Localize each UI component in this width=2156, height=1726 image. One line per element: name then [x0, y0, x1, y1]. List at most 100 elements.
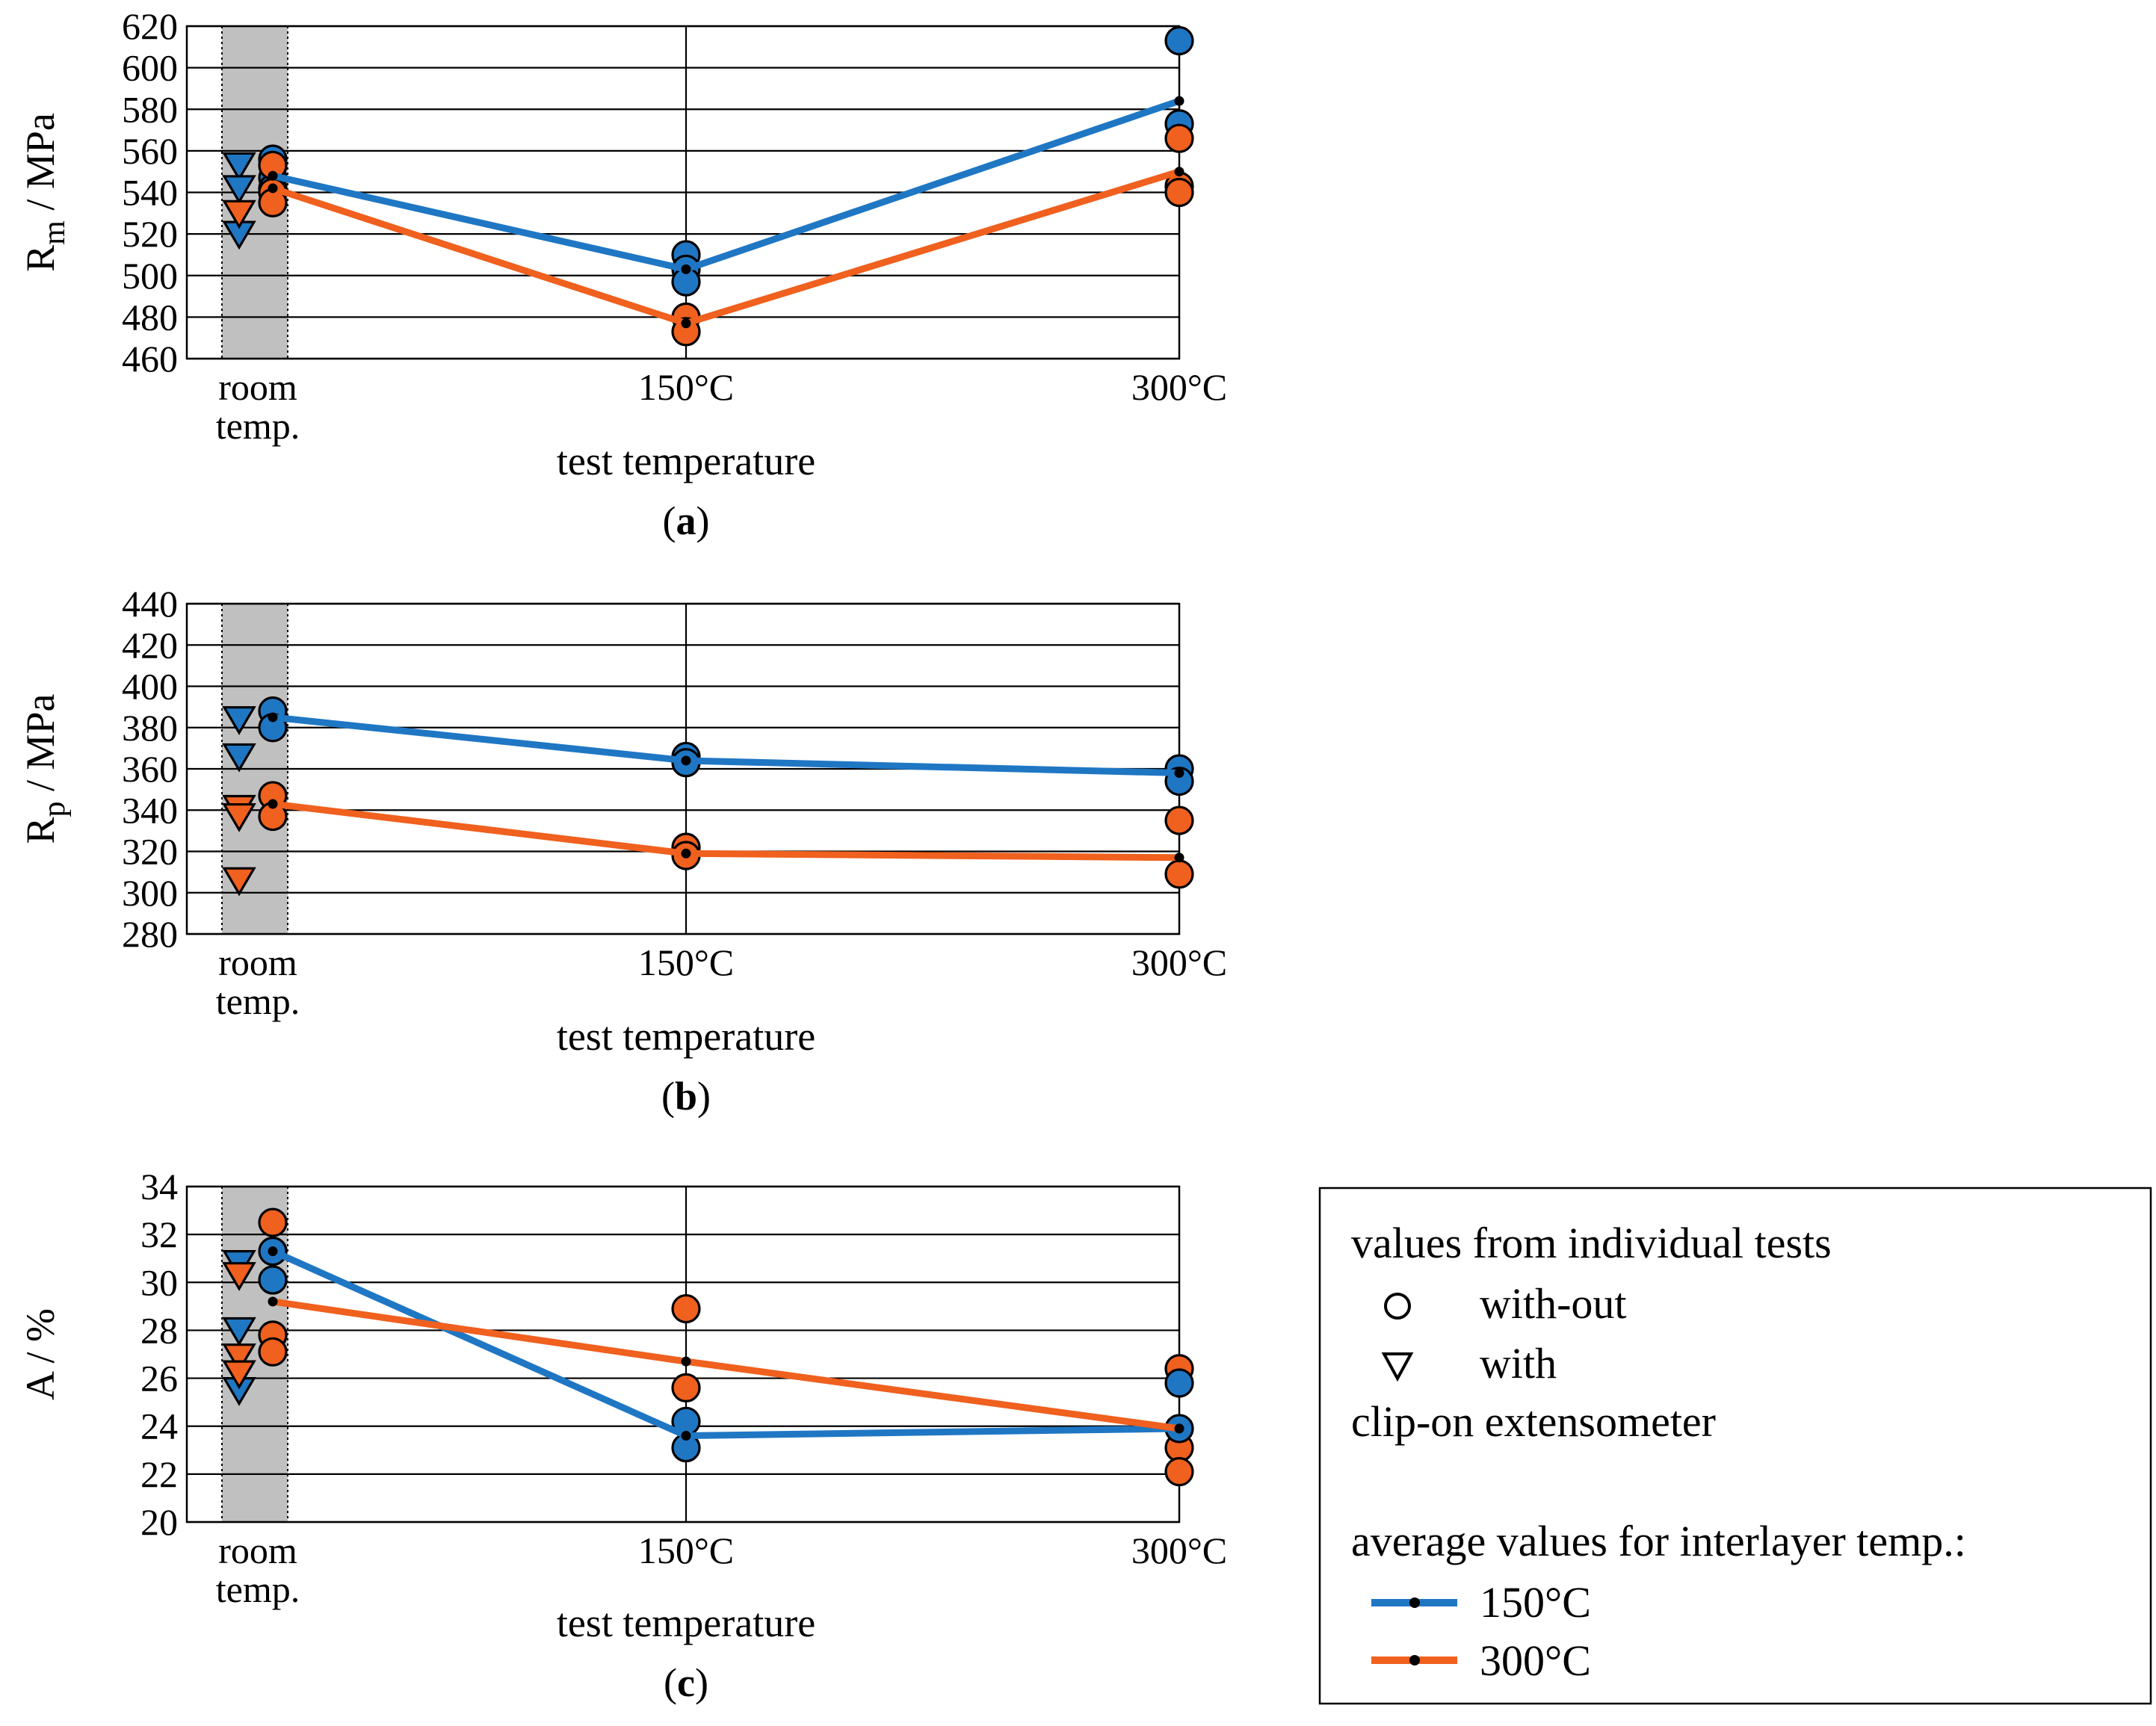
panel-label: (c): [664, 1660, 708, 1705]
legend-extensometer: clip-on extensometer: [1351, 1397, 1716, 1446]
average-line: [271, 168, 1181, 327]
y-tick-label: 440: [122, 583, 178, 625]
x-tick-label: 150°C: [638, 941, 734, 983]
average-point: [268, 1296, 278, 1307]
panel-open: (: [664, 1660, 677, 1705]
average-line: [272, 714, 1180, 777]
y-tick-label: 580: [122, 88, 178, 130]
average-point: [681, 264, 691, 274]
y-tick-label: 420: [122, 624, 178, 666]
data-point-circle: [258, 1207, 288, 1237]
average-point: [681, 848, 691, 859]
data-point-triangle: [222, 706, 256, 735]
y-tick-label: 600: [122, 47, 178, 89]
legend-box: [1318, 1187, 2152, 1705]
y-tick-label: 460: [122, 338, 178, 380]
average-point: [681, 1356, 691, 1367]
data-point-circle: [1164, 1457, 1194, 1487]
data-point-circle: [1164, 123, 1194, 153]
x-tick-label: temp.: [216, 405, 300, 447]
data-point-circle: [258, 1265, 288, 1295]
average-point: [1174, 853, 1184, 863]
panel-close: ): [695, 1660, 708, 1705]
average-point: [268, 799, 278, 809]
data-point-triangle: [222, 802, 256, 832]
average-point: [268, 170, 278, 181]
x-tick-label: 150°C: [638, 366, 734, 408]
panel-close: ): [697, 1074, 711, 1119]
y-tick-label: 34: [140, 1166, 178, 1207]
panel-letter: a: [676, 498, 696, 543]
y-tick-label: 24: [140, 1405, 178, 1447]
x-axis-title: test temperature: [557, 439, 815, 483]
data-point-circle: [671, 1293, 701, 1324]
average-point: [681, 755, 691, 766]
average-line: [272, 800, 1180, 862]
y-tick-label: 32: [140, 1213, 178, 1255]
legend-dot-150: [1409, 1597, 1420, 1608]
legend-header-average: average values for interlayer temp.:: [1351, 1517, 1966, 1565]
legend-header-individual: values from individual tests: [1351, 1219, 1832, 1267]
panel-open: (: [663, 498, 676, 543]
y-tick-label: 500: [122, 255, 178, 297]
y-tick-label: 22: [140, 1453, 178, 1495]
average-point: [681, 318, 691, 329]
data-point-circle: [1164, 1368, 1194, 1398]
y-axis-symbol: R: [18, 817, 63, 844]
x-tick-label: 300°C: [1131, 941, 1227, 983]
data-point-triangle: [222, 1360, 256, 1390]
y-axis-title: Rm / MPa: [18, 113, 72, 272]
y-axis-title: Rp / MPa: [18, 693, 72, 844]
y-tick-label: 28: [140, 1309, 178, 1351]
data-point-triangle: [222, 152, 256, 182]
legend-triangle-icon: [1381, 1352, 1414, 1382]
x-tick-label: temp.: [216, 1568, 300, 1610]
data-point-triangle: [222, 867, 256, 897]
y-tick-label: 320: [122, 831, 178, 873]
y-tick-label: 30: [140, 1261, 178, 1303]
average-point: [1174, 1423, 1184, 1434]
y-tick-label: 340: [122, 789, 178, 831]
average-point: [268, 712, 278, 723]
x-tick-label: 300°C: [1131, 1529, 1227, 1571]
y-tick-label: 300: [122, 872, 178, 914]
data-point-triangle: [222, 1343, 256, 1373]
panel-close: ): [696, 498, 710, 543]
y-tick-label: 26: [140, 1358, 178, 1399]
data-point-circle: [258, 1337, 288, 1367]
plot-frame: [185, 1185, 1181, 1524]
data-point-circle: [671, 317, 701, 347]
average-point: [681, 1431, 691, 1441]
legend-label-150: 150°C: [1480, 1578, 1591, 1627]
data-point-triangle: [222, 175, 256, 205]
y-tick-label: 360: [122, 748, 178, 790]
legend-circle-icon: [1384, 1293, 1411, 1320]
data-point-triangle: [222, 1317, 256, 1346]
panel-label: (b): [661, 1074, 711, 1119]
average-line: [272, 1298, 1180, 1432]
y-axis-title: A / %: [18, 1308, 63, 1400]
legend-dot-300: [1409, 1655, 1420, 1665]
legend: values from individual tests with-out with…: [1318, 1187, 2152, 1705]
legend-label-300: 300°C: [1480, 1636, 1591, 1685]
data-point-circle: [1164, 177, 1194, 208]
data-point-triangle: [222, 1262, 256, 1291]
average-point: [1174, 96, 1184, 106]
y-axis-subscript: m: [37, 220, 72, 245]
x-tick-label: room: [218, 1529, 297, 1571]
y-axis-symbol: A: [18, 1371, 63, 1400]
y-axis-unit: / %: [18, 1308, 63, 1373]
x-tick-label: 150°C: [638, 1529, 734, 1571]
y-tick-label: 20: [140, 1501, 178, 1543]
x-tick-label: room: [218, 366, 297, 408]
panel-open: (: [661, 1074, 675, 1119]
data-point-circle: [1164, 859, 1194, 889]
data-point-circle: [671, 1373, 701, 1403]
data-point-triangle: [222, 199, 256, 229]
panel-letter: b: [675, 1074, 697, 1119]
data-point-triangle: [222, 743, 256, 773]
